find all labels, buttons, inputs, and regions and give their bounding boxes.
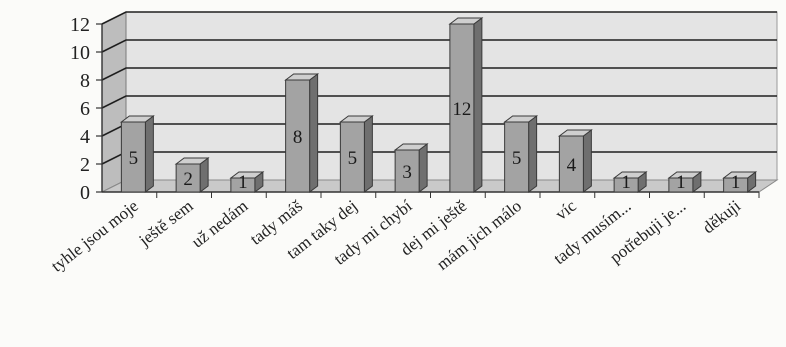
bar xyxy=(339,121,365,193)
bar xyxy=(558,135,584,193)
bar-data-label: 4 xyxy=(567,155,577,176)
x-tick-label: děkuji xyxy=(699,196,744,237)
gridline xyxy=(101,11,777,25)
bar-side xyxy=(144,115,154,193)
y-tick-label: 6 xyxy=(80,98,90,120)
bar xyxy=(285,79,311,193)
gridline xyxy=(101,39,777,53)
bar xyxy=(449,23,475,193)
bar xyxy=(230,177,256,193)
bar-data-label: 2 xyxy=(183,169,193,190)
gridline xyxy=(101,95,777,109)
bar xyxy=(668,177,694,193)
bar xyxy=(120,121,146,193)
x-tick-label: víc xyxy=(552,196,580,224)
bar-side xyxy=(363,115,373,193)
bar xyxy=(504,121,530,193)
y-tick-label: 4 xyxy=(80,126,90,148)
bar-side xyxy=(309,73,319,193)
bar-data-label: 8 xyxy=(293,127,303,148)
x-tick-label: ještě sem xyxy=(135,196,197,250)
bar xyxy=(175,163,201,193)
bar-data-label: 1 xyxy=(676,172,686,193)
bar-data-label: 3 xyxy=(402,162,412,183)
y-tick-label: 2 xyxy=(80,154,90,176)
bar-data-label: 1 xyxy=(731,172,741,193)
bar-side xyxy=(473,17,483,193)
y-tick-label: 12 xyxy=(70,14,90,36)
gridline xyxy=(101,67,777,81)
bar xyxy=(394,149,420,193)
bar-data-label: 12 xyxy=(452,99,471,120)
bar-data-label: 5 xyxy=(129,148,139,169)
x-tick-label: tyhle jsou moje xyxy=(48,196,142,276)
y-tick-label: 8 xyxy=(80,70,90,92)
bar-side xyxy=(418,143,428,193)
bar-data-label: 5 xyxy=(348,148,358,169)
x-tick-label: už nedám xyxy=(188,196,251,251)
y-tick-label: 0 xyxy=(80,182,90,204)
bar xyxy=(613,177,639,193)
bar-data-label: 1 xyxy=(621,172,631,193)
bar-side xyxy=(528,115,538,193)
y-tick-label: 10 xyxy=(70,42,90,64)
bar-data-label: 1 xyxy=(238,172,248,193)
bar xyxy=(723,177,749,193)
bar-side xyxy=(582,129,592,193)
bar-data-label: 5 xyxy=(512,148,522,169)
